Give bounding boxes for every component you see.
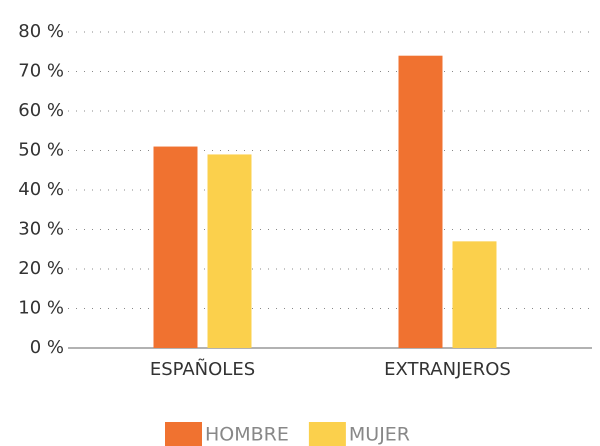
bar	[207, 154, 252, 348]
legend-label: HOMBRE	[205, 424, 289, 446]
bar	[153, 146, 198, 348]
y-tick-label: 20 %	[18, 258, 64, 279]
y-tick-label: 30 %	[18, 219, 64, 240]
x-tick-label: ESPAÑOLES	[150, 358, 255, 380]
y-tick-label: 60 %	[18, 100, 64, 121]
y-tick-label: 40 %	[18, 179, 64, 200]
y-tick-label: 10 %	[18, 298, 64, 319]
legend-label: MUJER	[349, 424, 410, 446]
x-tick-label: EXTRANJEROS	[384, 359, 511, 380]
bar	[452, 241, 497, 348]
y-tick-label: 0 %	[30, 337, 64, 358]
legend-swatch	[165, 422, 202, 446]
bar	[398, 55, 443, 348]
legend-swatch	[308, 422, 346, 446]
y-tick-label: 50 %	[18, 140, 64, 161]
y-tick-label: 70 %	[18, 61, 64, 82]
y-tick-label: 80 %	[18, 21, 64, 42]
